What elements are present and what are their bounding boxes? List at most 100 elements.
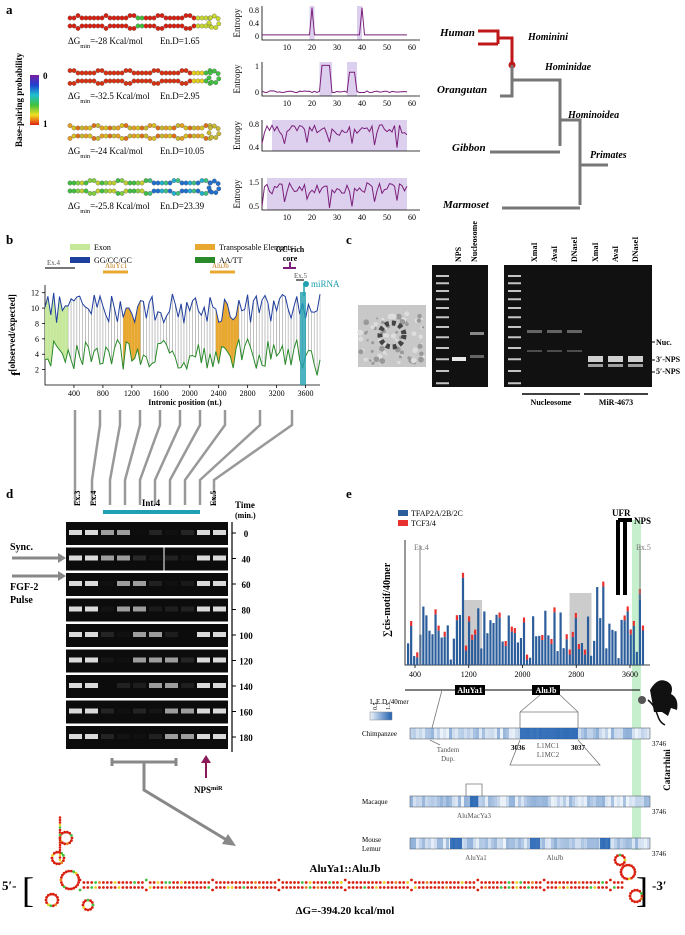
lane-label: DNaseI	[570, 237, 579, 262]
label: 40	[242, 555, 252, 565]
nucleotide	[60, 876, 63, 879]
bar-top	[455, 615, 458, 621]
gel-band	[181, 683, 194, 688]
nucleotide	[453, 881, 456, 884]
tail	[647, 699, 666, 726]
track-cell	[431, 796, 434, 807]
track-cell	[428, 728, 431, 739]
nucleotide	[76, 873, 79, 877]
track-cell	[467, 728, 470, 739]
nucleotide	[179, 180, 185, 186]
nucleotide	[60, 881, 63, 884]
nucleotide	[213, 190, 219, 195]
nucleotide	[620, 868, 623, 871]
label: 0	[244, 529, 249, 539]
track-cell	[578, 838, 581, 849]
band-pointer	[652, 341, 655, 373]
track-cell	[527, 796, 530, 807]
track-cell	[632, 838, 635, 849]
nucleotide	[70, 834, 73, 837]
label-part: ΔG	[68, 201, 81, 211]
gel-band	[85, 555, 98, 561]
nucleotide	[44, 898, 48, 902]
nucleotide	[215, 71, 221, 76]
nucleotide	[135, 125, 141, 131]
nucleotide	[421, 881, 425, 884]
nucleotide	[293, 881, 296, 884]
nucleotide	[127, 13, 133, 18]
label-part: f	[8, 371, 23, 376]
label: 3′-NPS	[656, 355, 681, 364]
track-cell	[635, 728, 638, 739]
label: 3600	[622, 670, 638, 679]
track-cell	[461, 838, 464, 849]
nucleotide	[191, 23, 197, 29]
gel-band	[133, 683, 146, 688]
bar	[464, 650, 468, 665]
nucleotide	[119, 70, 125, 76]
nucleotide	[98, 886, 101, 889]
nucleotide	[91, 123, 97, 128]
track-cell	[488, 728, 491, 739]
nucleotide	[605, 881, 608, 884]
bar	[541, 640, 544, 665]
micrograph-grain	[387, 313, 394, 320]
micrograph-grain	[385, 353, 388, 356]
bar	[577, 648, 580, 665]
nucleotide	[95, 15, 101, 21]
bar-top	[629, 629, 632, 635]
micrograph-grain	[412, 347, 418, 354]
nucleotide	[614, 861, 618, 864]
gel-band	[133, 581, 146, 586]
track-cell	[464, 728, 467, 739]
nucleotide	[273, 886, 277, 889]
nucleotide	[90, 886, 94, 889]
nucleotide	[199, 15, 205, 21]
nucleotide	[139, 15, 145, 21]
nucleotide	[402, 886, 406, 889]
nucleotide	[135, 23, 141, 29]
nucleotide	[155, 13, 161, 18]
track-cell	[413, 838, 416, 849]
nucleotide	[60, 831, 64, 835]
axis	[261, 62, 420, 97]
nucleotide	[495, 881, 499, 884]
track-cell	[440, 838, 443, 849]
track-cell	[410, 796, 413, 807]
nucleotide	[62, 859, 65, 862]
nucleotide	[203, 178, 209, 183]
label: 3746	[652, 850, 667, 858]
led-scale	[369, 711, 393, 721]
nucleotide	[159, 78, 165, 84]
gel-band	[508, 370, 521, 372]
track-cell	[524, 796, 527, 807]
nucleotide	[79, 180, 85, 186]
label: Ex.3	[73, 491, 82, 506]
nucleotide	[336, 886, 339, 889]
gel-band	[181, 606, 194, 612]
nucleotide	[425, 881, 429, 884]
nucleotide	[58, 853, 62, 857]
gel-band	[149, 606, 162, 612]
label: Chimpanzee	[362, 730, 397, 738]
nucleotide	[163, 15, 169, 21]
nucleotide	[163, 188, 169, 194]
nucleotide	[622, 861, 626, 864]
track-cell	[509, 728, 512, 739]
track-cell	[515, 838, 518, 849]
track-cell	[515, 728, 518, 739]
connector	[108, 410, 122, 505]
nucleotide	[527, 881, 530, 884]
track-cell	[419, 728, 422, 739]
nucleotide	[289, 881, 292, 884]
nucleotide	[62, 871, 66, 875]
micrograph-grain	[402, 320, 406, 324]
track-cell	[482, 796, 485, 807]
bar	[586, 616, 590, 665]
nucleotide	[371, 881, 374, 884]
nucleotide	[206, 130, 212, 136]
nucleotide	[143, 133, 149, 139]
label-part: =-25.8 Kcal/mol	[90, 201, 150, 211]
nucleotide	[79, 125, 85, 131]
